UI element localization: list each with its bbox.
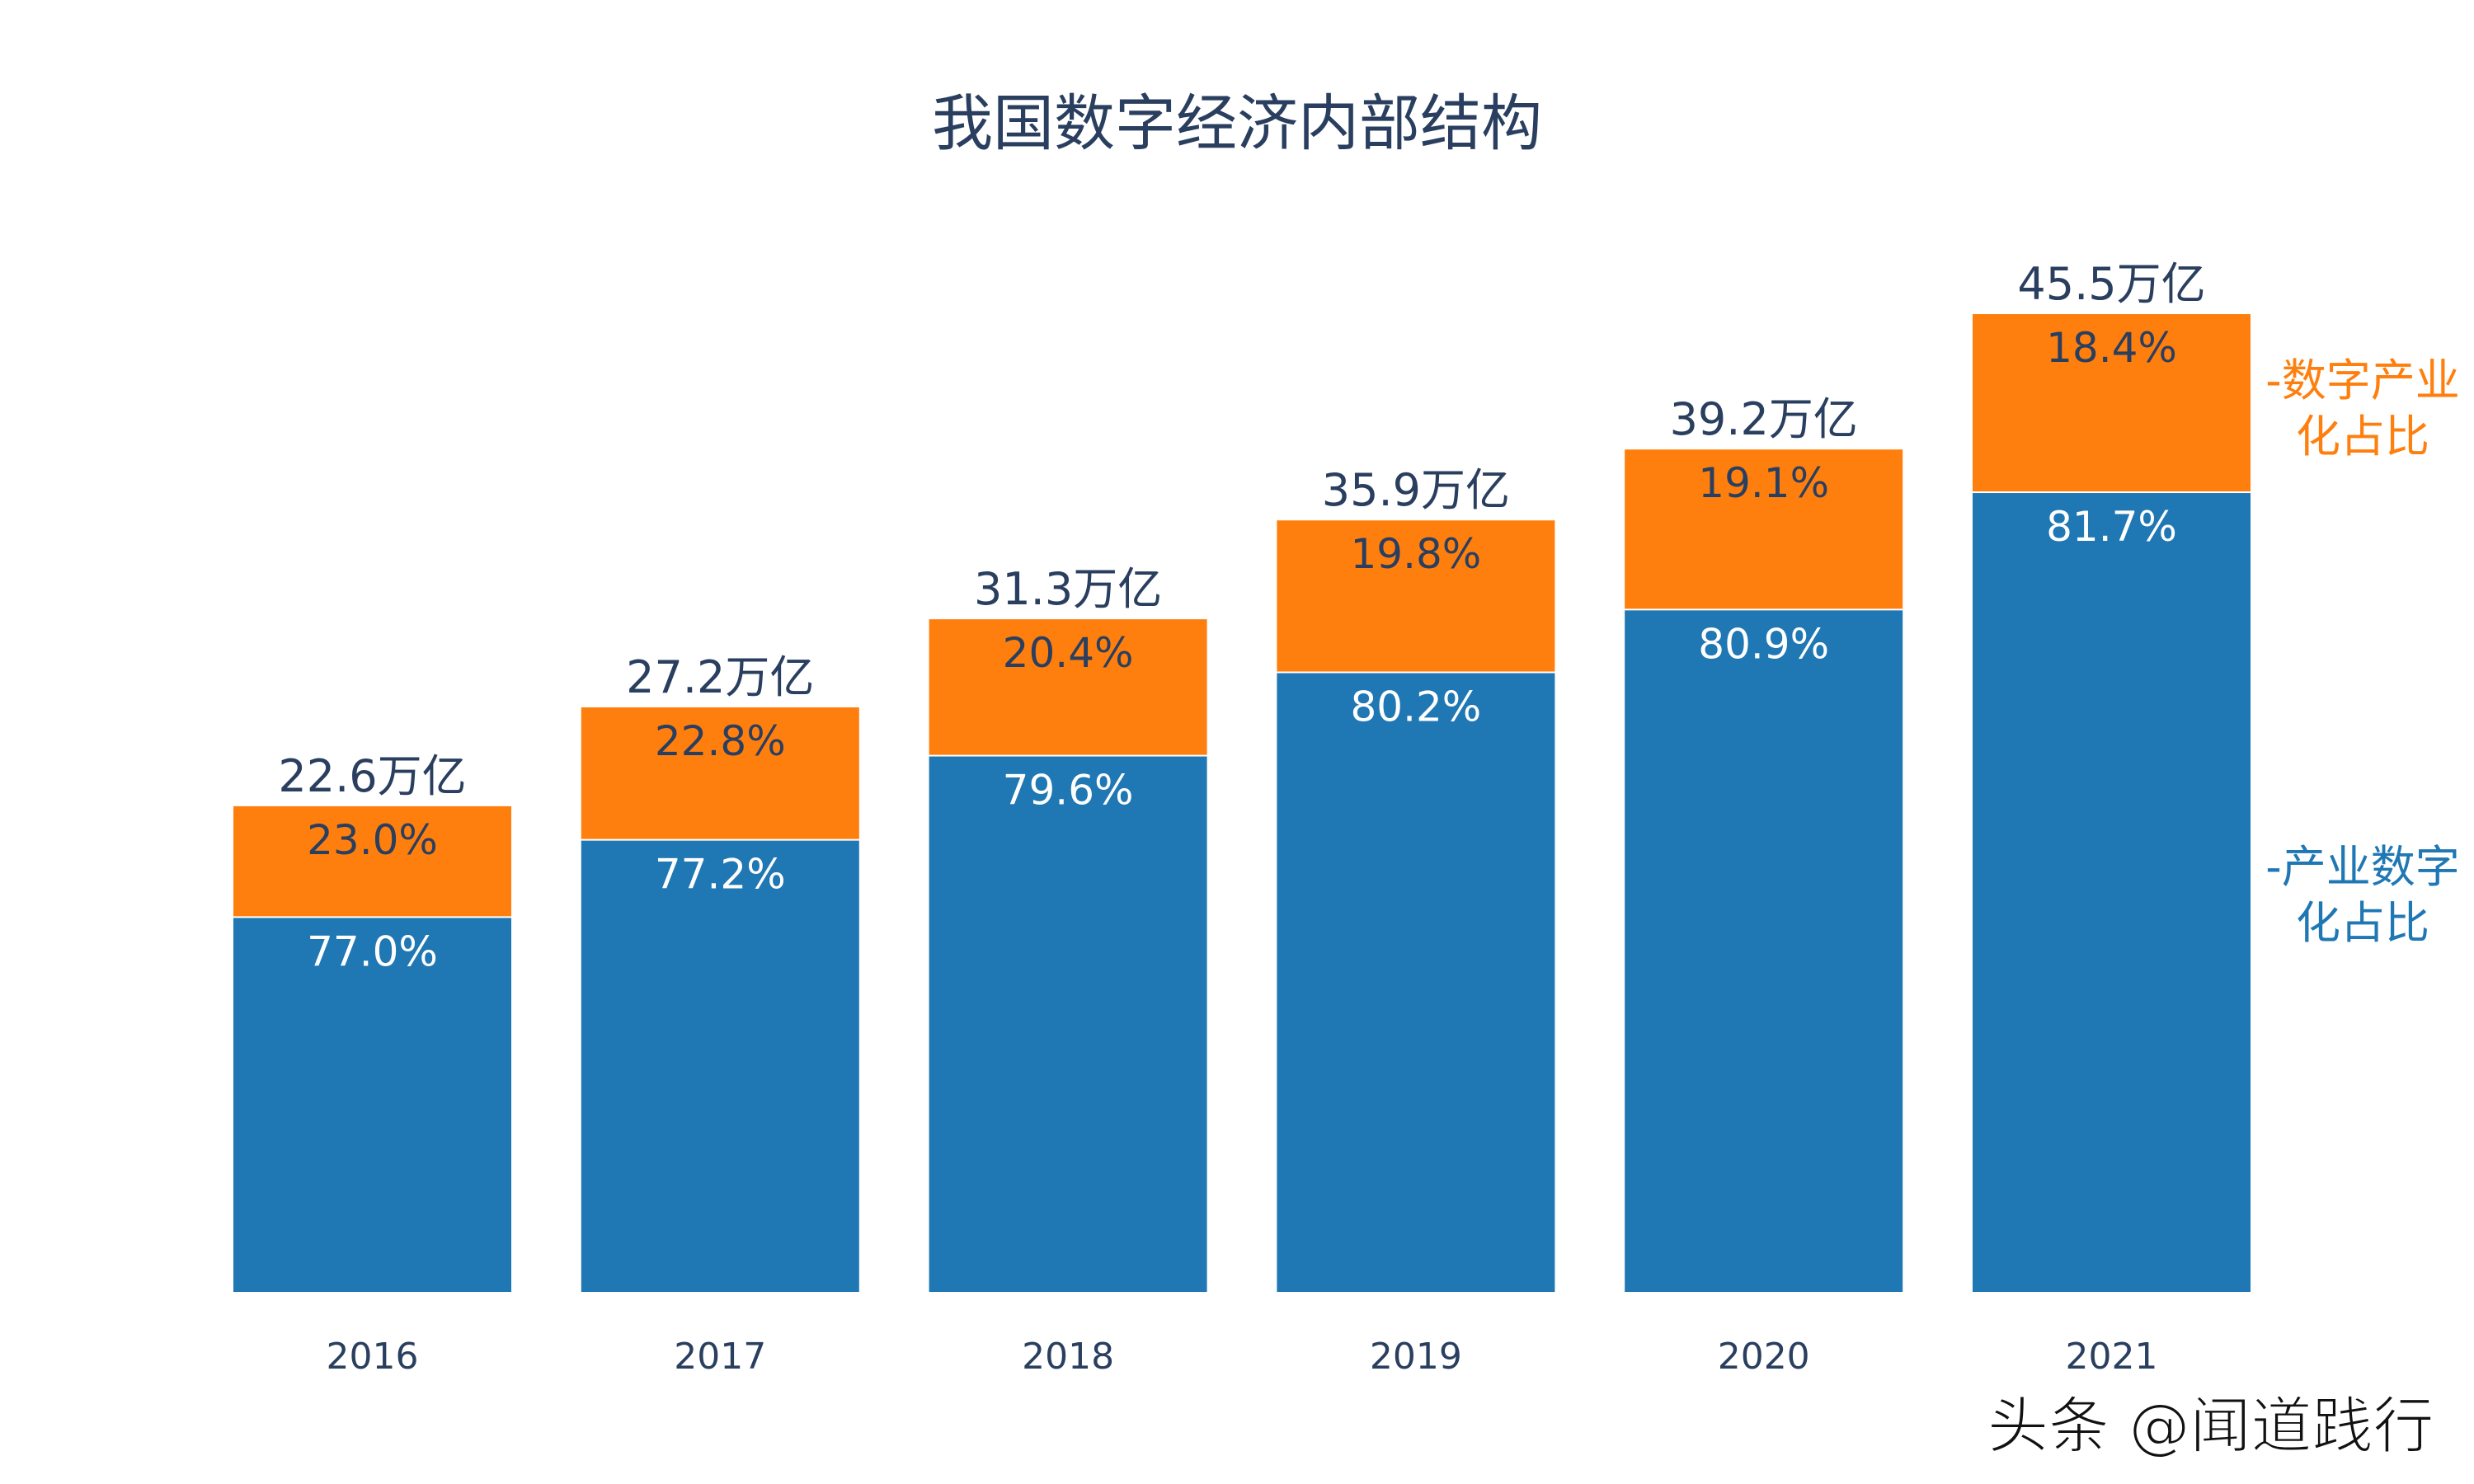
bar-label-digital-industrialization: 20.4%	[1003, 629, 1134, 677]
bar-digital-industrialization	[233, 805, 511, 917]
bar-label-digital-industrialization: 18.4%	[2046, 324, 2177, 372]
bar-label-industrial-digitalization: 77.2%	[655, 851, 786, 899]
bar-label-digital-industrialization: 19.8%	[1350, 530, 1481, 578]
bar-label-industrial-digitalization: 80.2%	[1350, 683, 1481, 731]
legend-digital-industrialization: -数字产业化占比	[2265, 355, 2460, 463]
bar-label-digital-industrialization: 19.1%	[1698, 459, 1829, 507]
x-tick-label: 2021	[2066, 1336, 2158, 1378]
bar-digital-industrialization	[1277, 520, 1555, 672]
watermark: 头条 @闻道践行	[1987, 1390, 2435, 1463]
bar-digital-industrialization	[929, 619, 1207, 755]
total-label: 45.5万亿	[2017, 258, 2205, 310]
bar-digital-industrialization	[581, 707, 859, 839]
total-label: 22.6万亿	[278, 750, 466, 802]
total-label: 31.3万亿	[974, 563, 1162, 615]
total-label: 27.2万亿	[626, 651, 814, 703]
x-tick-label: 2020	[1718, 1336, 1810, 1378]
total-label: 39.2万亿	[1670, 393, 1858, 445]
bar-industrial-digitalization	[929, 756, 1207, 1292]
bar-label-industrial-digitalization: 80.9%	[1698, 620, 1829, 668]
x-tick-label: 2018	[1022, 1336, 1114, 1378]
x-tick-label: 2019	[1370, 1336, 1462, 1378]
bar-label-industrial-digitalization: 77.0%	[307, 928, 438, 975]
bar-digital-industrialization	[1973, 314, 2251, 492]
bar-label-digital-industrialization: 22.8%	[655, 717, 786, 765]
bar-industrial-digitalization	[1277, 673, 1555, 1292]
x-tick-label: 2017	[674, 1336, 766, 1378]
bar-industrial-digitalization	[233, 918, 511, 1292]
x-tick-label: 2016	[327, 1336, 419, 1378]
total-label: 35.9万亿	[1322, 464, 1510, 516]
bar-industrial-digitalization	[581, 840, 859, 1292]
bar-label-industrial-digitalization: 81.7%	[2046, 503, 2177, 551]
chart-title: 我国数字经济内部结构	[932, 88, 1542, 159]
legend-industrial-digitalization: -产业数字化占比	[2265, 841, 2460, 949]
bar-label-digital-industrialization: 23.0%	[307, 816, 438, 864]
bar-digital-industrialization	[1625, 449, 1903, 609]
bar-industrial-digitalization	[1973, 493, 2251, 1292]
bar-industrial-digitalization	[1625, 610, 1903, 1292]
bar-label-industrial-digitalization: 79.6%	[1003, 767, 1134, 815]
